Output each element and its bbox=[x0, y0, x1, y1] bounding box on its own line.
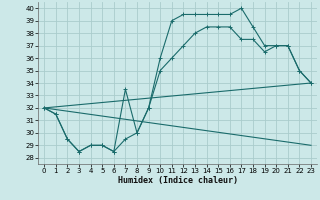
X-axis label: Humidex (Indice chaleur): Humidex (Indice chaleur) bbox=[118, 176, 238, 185]
